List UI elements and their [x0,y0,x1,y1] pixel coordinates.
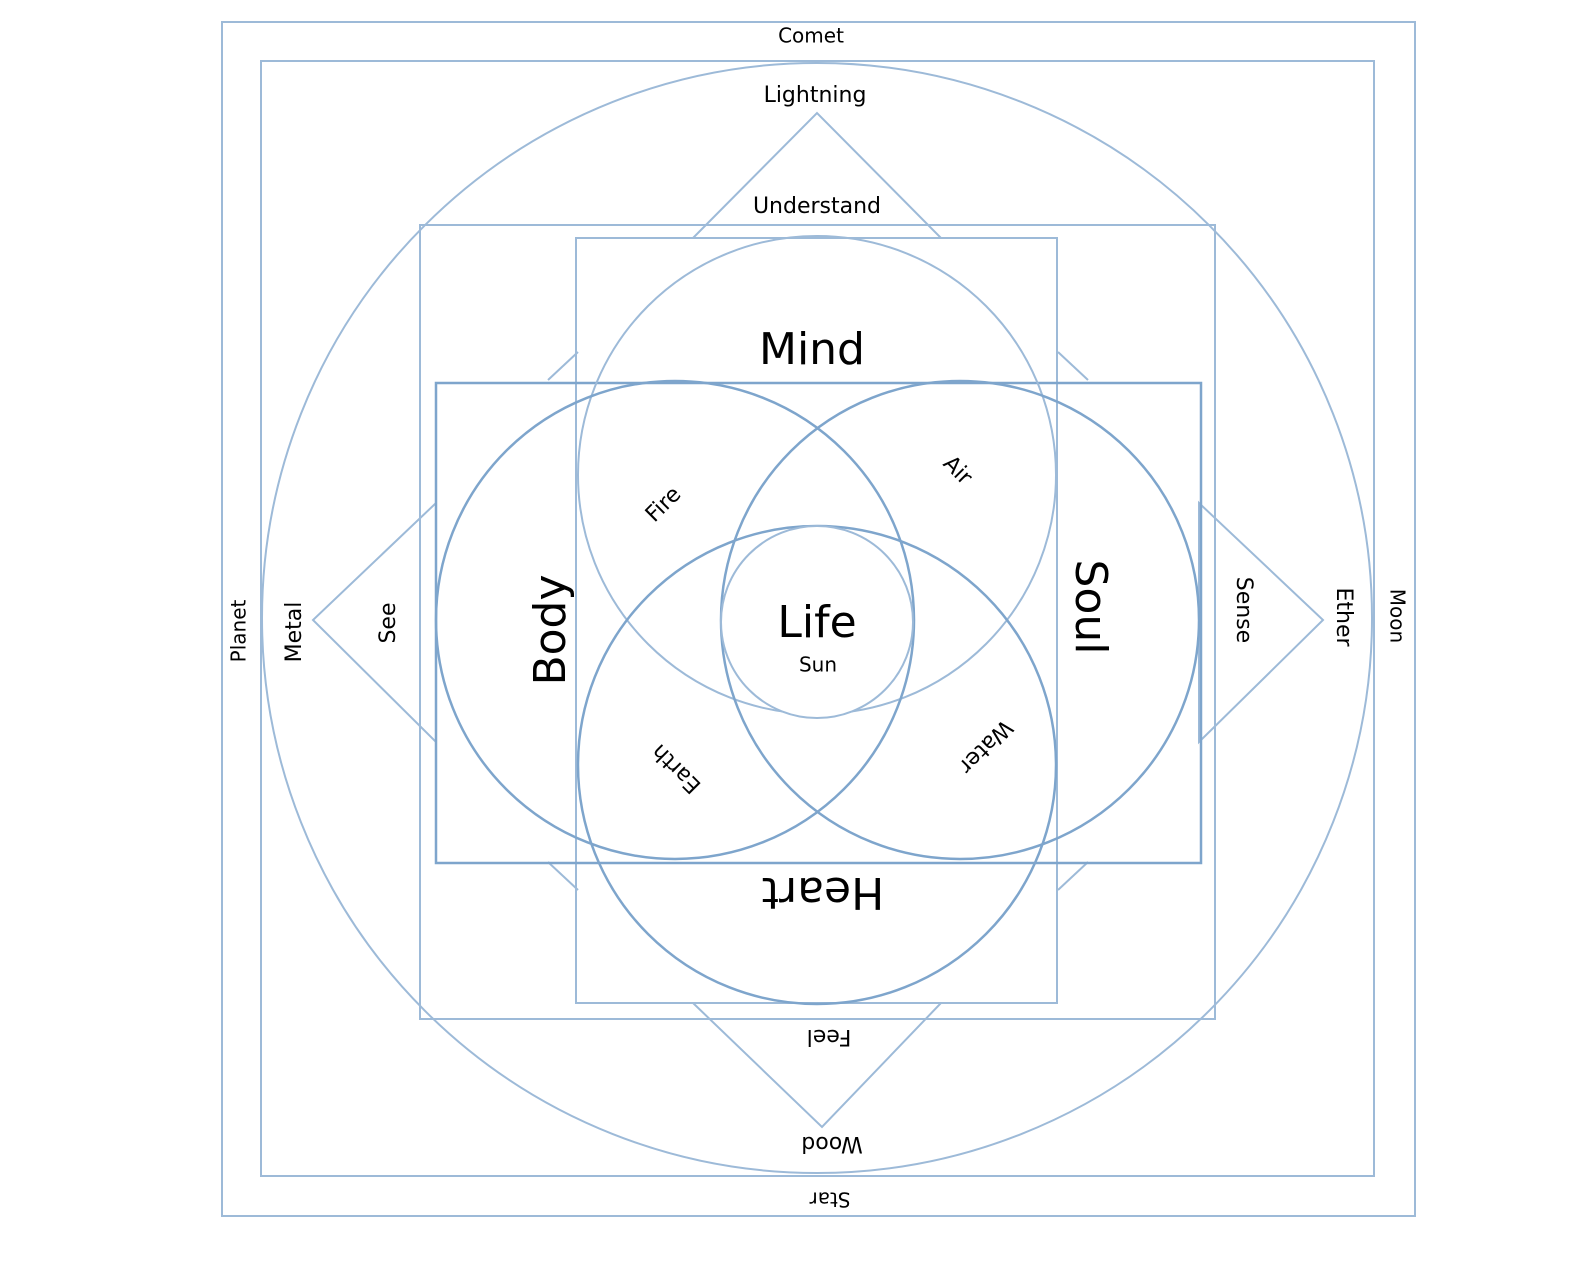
label-earth: Earth [647,739,706,798]
label-metal: Metal [282,602,307,663]
label-see: See [376,602,401,643]
triangle-bottom [690,1002,944,1129]
triangle-top [690,111,944,239]
label-heart: Heart [762,867,884,918]
label-fire: Fire [641,482,686,527]
label-life: Life [777,597,856,648]
diamond-corner-tr [1057,351,1089,381]
label-water: Water [953,715,1017,779]
label-soul: Soul [1065,560,1116,655]
diamond-corner-br [1057,861,1089,891]
label-comet: Comet [778,24,844,48]
label-feel: Feel [807,1024,852,1049]
great-circle [261,62,1373,1174]
label-planet: Planet [227,599,251,662]
diamond-corner-tl [547,351,579,381]
label-star: Star [809,1188,851,1212]
circle-body [434,379,916,861]
triangle-left [311,500,437,745]
label-body: Body [525,574,576,685]
label-air: Air [938,451,978,491]
label-ether: Ether [1331,587,1356,647]
label-lightning: Lightning [764,83,867,108]
label-sun: Sun [799,653,837,677]
label-understand: Understand [753,194,881,219]
label-sense: Sense [1231,577,1256,643]
label-moon: Moon [1386,589,1410,643]
inner-frame [260,60,1375,1177]
triangle-right [1198,500,1325,745]
outer-frame [221,21,1416,1217]
circle-life [720,525,914,719]
label-wood: Wood [801,1131,862,1156]
diamond-corner-bl [547,861,579,891]
middle-square-wide [419,224,1216,1020]
label-mind: Mind [759,324,865,375]
